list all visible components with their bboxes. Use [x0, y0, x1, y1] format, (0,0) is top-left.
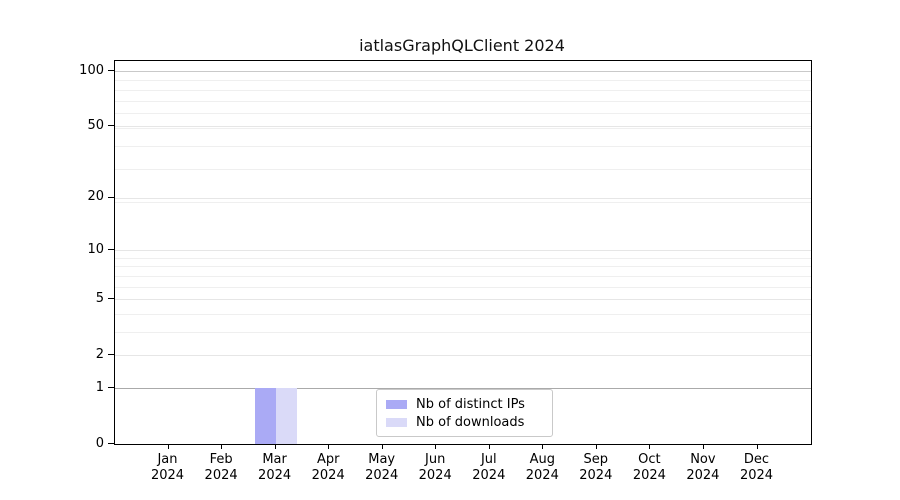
month-label: Nov: [690, 452, 716, 467]
gridline-minor: [115, 266, 811, 268]
gridline-minor: [115, 113, 811, 115]
year-label: 2024: [311, 468, 345, 483]
x-tick-label: Jan 2024: [136, 452, 200, 484]
year-label: 2024: [739, 468, 774, 483]
y-tick-label: 2: [95, 346, 104, 362]
year-label: 2024: [686, 468, 720, 483]
year-label: 2024: [579, 468, 613, 483]
gridline-minor: [115, 80, 811, 82]
gridline-major: [115, 250, 811, 252]
bar-downloads: [275, 388, 297, 444]
y-tick-mark: [108, 443, 114, 444]
x-tick-label: Sep 2024: [564, 452, 628, 484]
x-tick-mark: [435, 444, 437, 449]
y-tick-mark: [108, 354, 114, 356]
x-tick-mark: [381, 444, 383, 449]
gridline-minor: [115, 89, 811, 91]
year-label: 2024: [365, 468, 399, 483]
x-tick-mark: [542, 444, 544, 449]
gridline-major: [115, 355, 811, 357]
gridline-minor: [115, 169, 811, 171]
gridline-minor: [115, 313, 811, 315]
y-tick-mark: [108, 70, 114, 71]
x-tick-label: Mar 2024: [243, 452, 307, 484]
month-label: Jun: [425, 452, 446, 467]
x-tick-label: Jun 2024: [403, 452, 467, 484]
gridline-minor: [115, 257, 811, 259]
x-tick-label: Feb 2024: [189, 452, 253, 484]
x-tick-label: Jul 2024: [457, 452, 521, 484]
year-label: 2024: [525, 468, 559, 483]
month-label: Apr: [316, 452, 340, 467]
year-label: 2024: [418, 468, 452, 483]
y-tick-label: 20: [87, 189, 104, 205]
month-label: Feb: [209, 452, 233, 467]
legend-label-downloads: Nb of downloads: [416, 414, 525, 430]
gridline-minor: [115, 275, 811, 277]
y-tick-mark: [108, 249, 114, 251]
month-label: Dec: [743, 452, 770, 467]
y-tick-label: 5: [95, 290, 104, 306]
year-label: 2024: [472, 468, 506, 483]
month-label: Mar: [262, 452, 287, 467]
year-label: 2024: [204, 468, 238, 483]
gridline-minor: [115, 332, 811, 333]
y-tick-mark: [108, 387, 114, 388]
x-tick-mark: [221, 444, 223, 449]
gridline-major: [115, 388, 811, 389]
gridline-minor: [115, 286, 811, 288]
gridline-major: [115, 71, 811, 72]
y-tick-mark: [108, 298, 114, 300]
legend: Nb of distinct IPs Nb of downloads: [376, 389, 553, 437]
x-tick-mark: [274, 444, 276, 449]
legend-swatch-distinct-ips: [386, 399, 407, 409]
legend-label-distinct-ips: Nb of distinct IPs: [416, 396, 525, 412]
x-tick-mark: [488, 444, 490, 449]
year-label: 2024: [258, 468, 292, 483]
month-label: Sep: [583, 452, 609, 467]
month-label: Jan: [157, 452, 178, 467]
x-tick-mark: [756, 444, 758, 449]
bar-distinct-ips: [254, 388, 276, 444]
x-tick-mark: [595, 444, 597, 449]
gridline-major: [115, 197, 811, 199]
x-tick-mark: [702, 444, 704, 449]
legend-item-downloads: Nb of downloads: [386, 414, 542, 430]
gridline-minor: [115, 127, 811, 129]
x-tick-label: Aug 2024: [510, 452, 574, 484]
month-label: May: [368, 452, 396, 467]
x-tick-label: Nov 2024: [671, 452, 735, 484]
legend-item-distinct-ips: Nb of distinct IPs: [386, 396, 542, 412]
x-tick-label: Dec 2024: [725, 452, 789, 484]
legend-swatch-downloads: [386, 417, 407, 427]
gridline-major: [115, 299, 811, 301]
plot-area: [114, 60, 812, 445]
y-tick-mark: [108, 196, 114, 198]
month-label: Oct: [638, 452, 661, 467]
x-tick-mark: [328, 444, 330, 449]
x-tick-mark: [167, 444, 169, 449]
y-tick-mark: [108, 125, 114, 127]
gridline-major: [115, 126, 811, 128]
y-tick-label: 50: [87, 117, 104, 133]
year-label: 2024: [632, 468, 666, 483]
month-label: Jul: [480, 452, 497, 467]
chart-title: iatlasGraphQLClient 2024: [359, 36, 565, 55]
y-tick-label: 0: [95, 435, 104, 451]
x-tick-label: May 2024: [350, 452, 414, 484]
x-tick-label: Oct 2024: [617, 452, 681, 484]
y-tick-label: 100: [79, 62, 104, 78]
x-tick-mark: [649, 444, 651, 449]
x-tick-label: Apr 2024: [296, 452, 360, 484]
y-tick-label: 10: [87, 241, 104, 257]
gridline-minor: [115, 100, 811, 102]
month-label: Aug: [529, 452, 555, 467]
y-tick-label: 1: [95, 379, 104, 395]
year-label: 2024: [150, 468, 185, 483]
gridline-minor: [115, 145, 811, 147]
gridline-minor: [115, 201, 811, 203]
